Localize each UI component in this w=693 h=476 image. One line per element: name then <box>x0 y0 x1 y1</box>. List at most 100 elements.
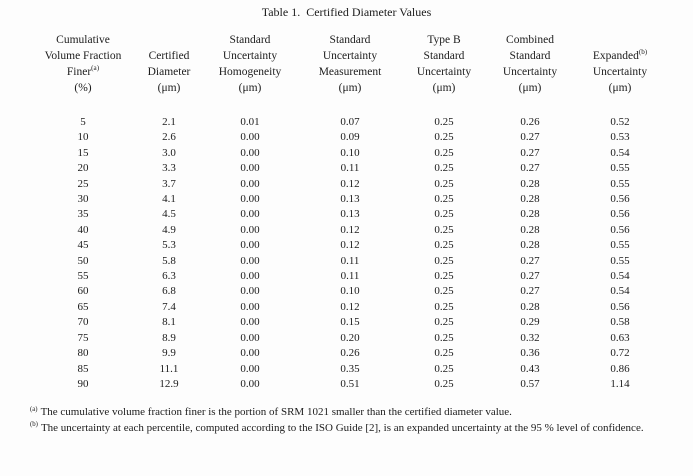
table-cell: 4.5 <box>162 208 176 221</box>
table-cell: 0.53 <box>610 131 630 144</box>
footnote-text: The uncertainty at each percentile, comp… <box>40 421 644 434</box>
table-cell: 0.00 <box>240 362 260 375</box>
table-row: 15 3.0 0.00 0.10 0.25 0.27 0.54 <box>28 146 668 161</box>
table-cell: 4.9 <box>162 223 176 236</box>
table-cell: 3.3 <box>162 162 176 175</box>
table-cell: 0.25 <box>434 254 454 267</box>
table-row: 5 2.1 0.01 0.07 0.25 0.26 0.52 <box>28 96 668 130</box>
table-cell: 0.25 <box>434 316 454 329</box>
table-row: 65 7.4 0.00 0.12 0.25 0.28 0.56 <box>28 300 668 315</box>
table-cell: 0.00 <box>240 347 260 360</box>
table-cell: 0.28 <box>520 177 540 190</box>
table-row: 85 11.1 0.00 0.35 0.25 0.43 0.86 <box>28 362 668 377</box>
table-row: 45 5.3 0.00 0.12 0.25 0.28 0.55 <box>28 238 668 253</box>
table-cell: 2.1 <box>162 116 176 128</box>
table-cell: 0.00 <box>240 331 260 344</box>
table-cell: 0.00 <box>240 254 260 267</box>
table-cell: 0.12 <box>340 223 360 236</box>
table-cell: 0.25 <box>434 377 454 390</box>
table-cell: 0.13 <box>340 208 360 221</box>
table-row: 60 6.8 0.00 0.10 0.25 0.27 0.54 <box>28 284 668 299</box>
table-cell: 0.28 <box>520 239 540 252</box>
table-cell: 0.25 <box>434 193 454 206</box>
table-cell: 0.12 <box>340 300 360 313</box>
table-cell: 0.25 <box>434 208 454 221</box>
table-cell: 0.12 <box>340 177 360 190</box>
table-row: 90 12.9 0.00 0.51 0.25 0.57 1.14 <box>28 377 668 392</box>
table-row: 50 5.8 0.00 0.11 0.25 0.27 0.55 <box>28 254 668 269</box>
table-cell: 0.27 <box>520 131 540 144</box>
table-cell: 0.26 <box>340 347 360 360</box>
table-cell: 0.56 <box>610 193 630 206</box>
column-header: Combined Standard Uncertainty (μm) <box>502 34 558 94</box>
table-cell: 0.55 <box>610 239 630 252</box>
table-cell: 0.25 <box>434 300 454 313</box>
table-cell: 15 <box>77 146 89 159</box>
table-cell: 0.55 <box>610 177 630 190</box>
table-row: 25 3.7 0.00 0.12 0.25 0.28 0.55 <box>28 177 668 192</box>
table-cell: 40 <box>77 223 89 236</box>
table-cell: 0.00 <box>240 270 260 283</box>
table-cell: 0.72 <box>610 347 630 360</box>
column-header: Cumulative Volume Fraction Finer(a) (%) <box>44 34 122 94</box>
table-cell: 0.00 <box>240 223 260 236</box>
table-cell: 0.25 <box>434 146 454 159</box>
table-cell: 8.9 <box>162 331 176 344</box>
header-footnote-marker: (b) <box>638 48 648 57</box>
table-cell: 11.1 <box>159 362 179 375</box>
table-cell: 0.25 <box>434 131 454 144</box>
table-cell: 3.7 <box>162 177 176 190</box>
table-cell: 0.26 <box>520 116 540 128</box>
column-header: Type B Standard Uncertainty (μm) <box>416 34 472 94</box>
table-cell: 0.27 <box>520 146 540 159</box>
table-cell: 0.25 <box>434 347 454 360</box>
table-cell: 2.6 <box>162 131 176 144</box>
table-cell: 0.25 <box>434 162 454 175</box>
table-cell: 0.00 <box>240 300 260 313</box>
table-cell: 0.00 <box>240 377 260 390</box>
table-cell: 35 <box>77 208 89 221</box>
table-cell: 65 <box>77 300 89 313</box>
table-row: 10 2.6 0.00 0.09 0.25 0.27 0.53 <box>28 130 668 145</box>
table-cell: 0.55 <box>610 162 630 175</box>
table-cell: 30 <box>77 193 89 206</box>
table-cell: 0.28 <box>520 208 540 221</box>
table-cell: 0.32 <box>520 331 540 344</box>
table-cell: 0.00 <box>240 146 260 159</box>
table-cell: 0.25 <box>434 270 454 283</box>
table-body: 5 2.1 0.01 0.07 0.25 0.26 0.52 10 2.6 0.00 0.09 0.2… <box>28 96 668 392</box>
table-cell: 0.07 <box>340 116 360 128</box>
table-cell: 0.35 <box>340 362 360 375</box>
table-cell: 0.00 <box>240 162 260 175</box>
table-cell: 0.00 <box>240 316 260 329</box>
table-cell: 0.25 <box>434 177 454 190</box>
header-row: Cumulative Volume Fraction Finer(a) (%) Cert… <box>28 32 668 96</box>
table-cell: 0.27 <box>520 162 540 175</box>
table-cell: 0.56 <box>610 208 630 221</box>
table-cell: 0.00 <box>240 208 260 221</box>
table-cell: 75 <box>77 331 89 344</box>
table-cell: 6.3 <box>162 270 176 283</box>
table-cell: 0.27 <box>520 285 540 298</box>
table-row: 55 6.3 0.00 0.11 0.25 0.27 0.54 <box>28 269 668 284</box>
table-cell: 0.28 <box>520 300 540 313</box>
table-cell: 0.28 <box>520 193 540 206</box>
table-cell: 50 <box>77 254 89 267</box>
footnote-text: The cumulative volume fraction finer is … <box>40 406 512 419</box>
table-row: 40 4.9 0.00 0.12 0.25 0.28 0.56 <box>28 223 668 238</box>
table-cell: 90 <box>77 377 89 390</box>
table-cell: 0.00 <box>240 239 260 252</box>
table-cell: 0.10 <box>340 285 360 298</box>
footnotes-section: (a) The cumulative volume fraction finer … <box>30 405 662 436</box>
table-cell: 0.58 <box>610 316 630 329</box>
table-cell: 0.51 <box>340 377 360 390</box>
table-cell: 3.0 <box>162 146 176 159</box>
table-cell: 4.1 <box>162 193 176 206</box>
table-row: 75 8.9 0.00 0.20 0.25 0.32 0.63 <box>28 331 668 346</box>
column-header: Standard Uncertainty Homogeneity (μm) <box>218 34 282 94</box>
table-cell: 0.29 <box>520 316 540 329</box>
table-cell: 5.3 <box>162 239 176 252</box>
table-cell: 0.25 <box>434 223 454 236</box>
table-cell: 0.52 <box>610 116 630 128</box>
table-row: 35 4.5 0.00 0.13 0.25 0.28 0.56 <box>28 207 668 222</box>
